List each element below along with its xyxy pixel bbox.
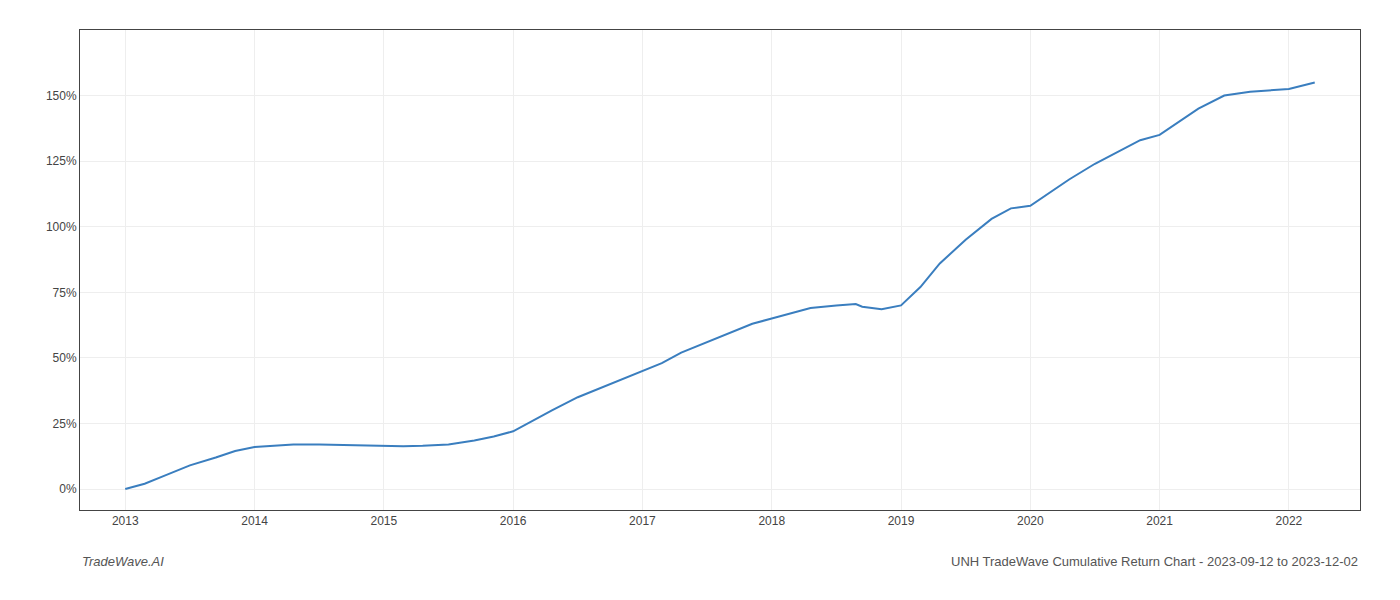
svg-text:2020: 2020 [1017,514,1044,528]
svg-text:2013: 2013 [112,514,139,528]
svg-text:2015: 2015 [370,514,397,528]
svg-text:2018: 2018 [758,514,785,528]
svg-text:2019: 2019 [888,514,915,528]
svg-text:TradeWave.AI: TradeWave.AI [82,554,164,569]
svg-text:0%: 0% [59,482,77,496]
svg-text:2014: 2014 [241,514,268,528]
svg-text:50%: 50% [53,351,77,365]
svg-text:125%: 125% [46,154,77,168]
svg-text:25%: 25% [53,417,77,431]
svg-text:2021: 2021 [1146,514,1173,528]
svg-text:UNH TradeWave Cumulative Retur: UNH TradeWave Cumulative Return Chart - … [951,554,1358,569]
svg-text:2017: 2017 [629,514,656,528]
svg-text:100%: 100% [46,220,77,234]
svg-text:2022: 2022 [1276,514,1303,528]
svg-text:75%: 75% [53,286,77,300]
svg-text:2016: 2016 [500,514,527,528]
svg-text:150%: 150% [46,89,77,103]
